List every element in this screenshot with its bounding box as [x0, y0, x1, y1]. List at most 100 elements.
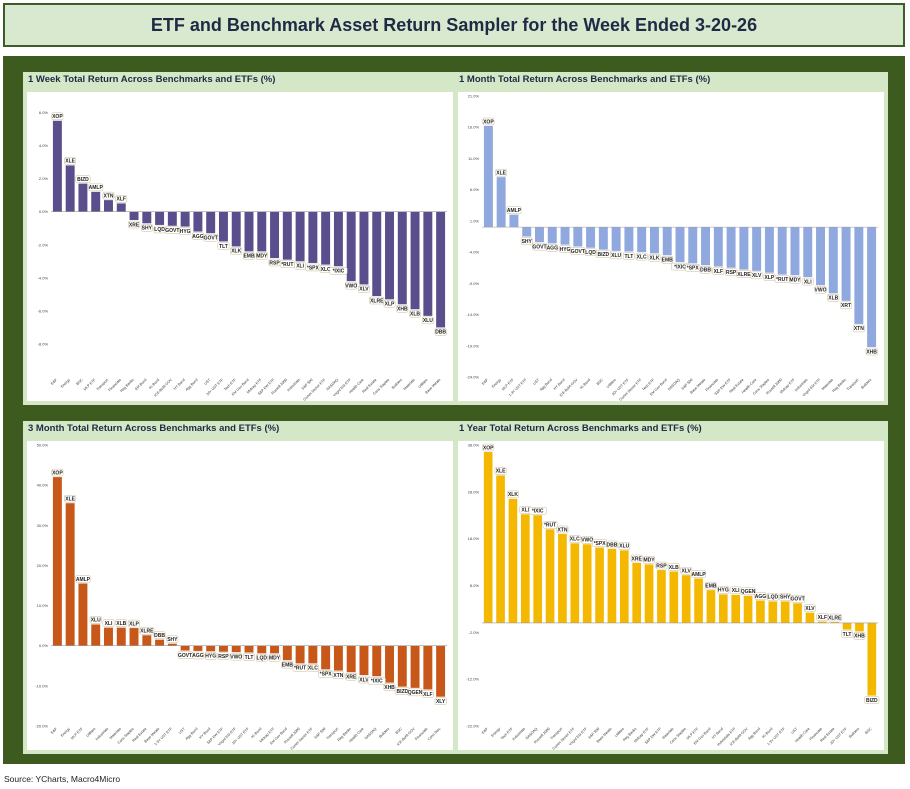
- chart-grid: 1 Week Total Return Across Benchmarks an…: [3, 56, 905, 764]
- bar: [607, 548, 617, 623]
- bar-chart-1-month: 21.0% 16.0% 11.0% 6.0% 1.0% -4.0% -9.0% -14.0% -…: [466, 94, 878, 401]
- data-label-text: SHY: [780, 595, 791, 601]
- bar: [632, 563, 642, 623]
- data-label-text: AGG: [547, 246, 559, 252]
- data-label-text: XLV: [682, 569, 692, 575]
- plot-area-3-month: 50.0% 40.0% 30.0% 20.0% 10.0% 0.0% -10.0% -20.0…: [27, 441, 453, 750]
- x-tick-label: Cons Disc: [427, 727, 442, 742]
- data-label-text: LQD: [585, 250, 596, 256]
- data-label-box: [827, 294, 840, 302]
- data-label-text: XRE: [129, 222, 140, 228]
- data-label-box: [610, 251, 623, 260]
- data-label-box: [618, 542, 631, 550]
- data-label-text: XLV: [805, 606, 815, 612]
- data-label: AGG: [192, 232, 204, 240]
- data-label-box: [230, 247, 243, 255]
- bar: [116, 627, 126, 646]
- data-label-box: [102, 191, 115, 200]
- data-label-text: XRE: [346, 675, 357, 681]
- data-label-box: [606, 540, 618, 549]
- data-label: TLT: [217, 242, 230, 250]
- bar: [206, 645, 216, 652]
- bar: [346, 211, 356, 282]
- chart-title-1-year: 1 Year Total Return Across Benchmarks an…: [459, 423, 702, 434]
- bar: [598, 227, 608, 250]
- bar: [586, 227, 596, 248]
- data-label-text: XTN: [557, 527, 567, 533]
- x-tick-label: Utilities: [614, 727, 625, 738]
- data-label-text: XLE: [496, 170, 506, 176]
- data-label-box: [383, 683, 396, 691]
- bar: [270, 211, 280, 258]
- bar: [218, 645, 228, 652]
- x-tick-label: Agg Bond: [539, 378, 553, 392]
- data-label-text: DBB: [154, 633, 165, 639]
- data-label-text: AMLP: [691, 572, 706, 578]
- source-note: Source: YCharts, Macro4Micro: [4, 774, 121, 784]
- data-label-box: [255, 252, 268, 260]
- bar: [817, 621, 827, 623]
- data-label: SHY: [140, 224, 153, 232]
- bar: [675, 227, 685, 263]
- bar: [167, 643, 177, 646]
- data-label: DBB: [699, 265, 712, 274]
- bar: [777, 227, 787, 275]
- data-label-box: [115, 619, 128, 627]
- y-tick-label: 18.0%: [468, 536, 480, 541]
- data-label: MDY: [789, 275, 801, 284]
- data-label: XLI: [102, 619, 115, 627]
- data-label: XRE: [128, 220, 140, 228]
- x-tick-label: Energy: [60, 378, 71, 389]
- data-label-box: [367, 676, 386, 685]
- x-tick-label: Industrials: [95, 727, 110, 742]
- y-tick-label: -20.0%: [35, 724, 48, 729]
- bar: [726, 227, 736, 268]
- data-label-text: QGEN: [408, 690, 423, 696]
- bar: [731, 594, 741, 623]
- data-label: HYG: [204, 652, 217, 660]
- data-label: XLF: [712, 267, 725, 275]
- data-label-box: [495, 168, 508, 177]
- bar: [706, 590, 716, 623]
- data-label-text: XHB: [384, 685, 395, 691]
- data-label: AGG: [546, 244, 559, 252]
- data-label-text: *RUT: [544, 523, 556, 529]
- bar: [718, 594, 728, 623]
- data-label-text: XLK: [649, 256, 659, 262]
- data-label: *SPX: [685, 264, 701, 272]
- data-label-text: VWO: [230, 654, 242, 660]
- bar: [397, 211, 407, 305]
- data-label-text: AMLP: [507, 208, 522, 214]
- data-label-box: [243, 653, 255, 661]
- data-label-text: RSP: [269, 260, 280, 266]
- data-label: RSP: [725, 268, 738, 276]
- data-label-box: [369, 296, 385, 305]
- bar: [855, 622, 864, 632]
- data-label: VWO: [815, 285, 827, 294]
- data-label: XLRE: [139, 627, 155, 635]
- data-label: DBB: [606, 540, 618, 549]
- bar: [282, 211, 292, 260]
- data-label-box: [546, 244, 559, 252]
- bar: [713, 227, 723, 267]
- chart-title-1-month: 1 Month Total Return Across Benchmarks a…: [459, 74, 711, 85]
- data-label: GOVT: [164, 226, 180, 234]
- data-label-text: XLF: [714, 269, 723, 275]
- x-tick-label: IG Bond: [148, 378, 160, 390]
- data-label-text: MDY: [256, 254, 268, 260]
- bar: [558, 533, 567, 623]
- data-label-text: *RUT: [776, 277, 788, 283]
- bar: [321, 645, 331, 670]
- bar: [570, 543, 580, 623]
- data-label-text: EMB: [282, 662, 294, 668]
- data-label-box: [166, 635, 179, 643]
- data-label-text: BIZD: [396, 689, 408, 695]
- y-tick-label: 10.0%: [37, 603, 49, 608]
- data-label-text: XLI: [804, 279, 812, 285]
- data-label: AMLP: [88, 183, 103, 191]
- data-label: XLRE: [736, 270, 752, 278]
- data-label: XLE: [64, 494, 77, 503]
- data-label-text: XLP: [129, 621, 139, 627]
- data-label-box: [841, 630, 853, 638]
- data-label-text: *SPX: [594, 541, 607, 547]
